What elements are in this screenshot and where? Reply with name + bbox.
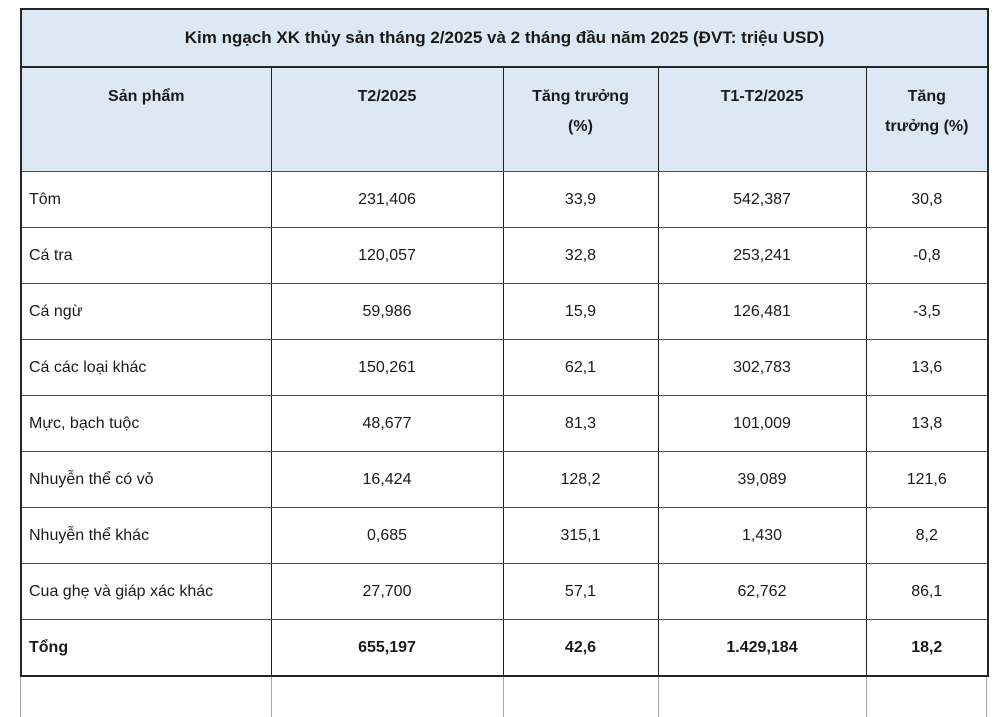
table-row-ca-ngu: Cá ngừ 59,986 15,9 126,481 -3,5 (20, 283, 989, 340)
cell-value: 315,1 (502, 507, 659, 564)
table-row-muc-bach-tuoc: Mực, bạch tuộc 48,677 81,3 101,009 13,8 (20, 395, 989, 452)
cell-value: 15,9 (502, 283, 659, 340)
cell-value: 128,2 (502, 451, 659, 508)
cell-value: 13,6 (865, 339, 989, 396)
table-row-ca-tra: Cá tra 120,057 32,8 253,241 -0,8 (20, 227, 989, 284)
table-row-nhuyen-the-khac: Nhuyễn thể khác 0,685 315,1 1,430 8,2 (20, 507, 989, 564)
cell-value: 48,677 (270, 395, 504, 452)
cell-value: 302,783 (657, 339, 867, 396)
cell-value: 8,2 (865, 507, 989, 564)
cell-value: 81,3 (502, 395, 659, 452)
cell-value: -3,5 (865, 283, 989, 340)
cell-value: 86,1 (865, 563, 989, 620)
table-title-row: Kim ngạch XK thủy sản tháng 2/2025 và 2 … (20, 8, 989, 68)
row-label: Cua ghẹ và giáp xác khác (20, 563, 272, 620)
cell-value: 27,700 (270, 563, 504, 620)
cutoff-row-gridline (658, 677, 659, 717)
total-value: 655,197 (270, 619, 504, 677)
table-header-row: Sản phẩm T2/2025 Tăng trưởng (%) T1-T2/2… (20, 66, 989, 172)
seafood-export-table: Kim ngạch XK thủy sản tháng 2/2025 và 2 … (20, 8, 990, 677)
cell-value: 150,261 (270, 339, 504, 396)
cutoff-row-gridline (986, 677, 987, 717)
cell-value: 30,8 (865, 171, 989, 228)
cell-value: 59,986 (270, 283, 504, 340)
cell-value: 120,057 (270, 227, 504, 284)
column-header-product: Sản phẩm (20, 66, 272, 172)
total-value: 18,2 (865, 619, 989, 677)
cutoff-row-gridline (503, 677, 504, 717)
table-row-nhuyen-the-co-vo: Nhuyễn thể có vỏ 16,424 128,2 39,089 121… (20, 451, 989, 508)
total-label: Tổng (20, 619, 272, 677)
table-total-row: Tổng 655,197 42,6 1.429,184 18,2 (20, 619, 989, 677)
cutoff-row-gridline (271, 677, 272, 717)
row-label: Cá tra (20, 227, 272, 284)
cell-value: 542,387 (657, 171, 867, 228)
cutoff-row (20, 677, 987, 717)
column-header-growth-month: Tăng trưởng (%) (502, 66, 659, 172)
row-label: Mực, bạch tuộc (20, 395, 272, 452)
cell-value: 62,762 (657, 563, 867, 620)
cell-value: 62,1 (502, 339, 659, 396)
column-header-growth-ytd: Tăng trưởng (%) (865, 66, 989, 172)
cell-value: 101,009 (657, 395, 867, 452)
column-header-t2-2025: T2/2025 (270, 66, 504, 172)
cell-value: 57,1 (502, 563, 659, 620)
table-row-ca-khac: Cá các loại khác 150,261 62,1 302,783 13… (20, 339, 989, 396)
column-header-t1-t2-2025: T1-T2/2025 (657, 66, 867, 172)
cell-value: 32,8 (502, 227, 659, 284)
cutoff-row-gridline (20, 677, 21, 717)
cell-value: 0,685 (270, 507, 504, 564)
export-table-container: Kim ngạch XK thủy sản tháng 2/2025 và 2 … (20, 8, 990, 717)
total-value: 42,6 (502, 619, 659, 677)
row-label: Nhuyễn thể khác (20, 507, 272, 564)
cell-value: 1,430 (657, 507, 867, 564)
row-label: Tôm (20, 171, 272, 228)
cell-value: 231,406 (270, 171, 504, 228)
cell-value: 253,241 (657, 227, 867, 284)
cell-value: 16,424 (270, 451, 504, 508)
table-row-tom: Tôm 231,406 33,9 542,387 30,8 (20, 171, 989, 228)
cell-value: 39,089 (657, 451, 867, 508)
cell-value: 33,9 (502, 171, 659, 228)
row-label: Nhuyễn thể có vỏ (20, 451, 272, 508)
cutoff-row-gridline (866, 677, 867, 717)
cell-value: -0,8 (865, 227, 989, 284)
cell-value: 121,6 (865, 451, 989, 508)
row-label: Cá các loại khác (20, 339, 272, 396)
table-row-cua-ghe: Cua ghẹ và giáp xác khác 27,700 57,1 62,… (20, 563, 989, 620)
cell-value: 126,481 (657, 283, 867, 340)
table-title: Kim ngạch XK thủy sản tháng 2/2025 và 2 … (20, 8, 989, 68)
row-label: Cá ngừ (20, 283, 272, 340)
cell-value: 13,8 (865, 395, 989, 452)
total-value: 1.429,184 (657, 619, 867, 677)
